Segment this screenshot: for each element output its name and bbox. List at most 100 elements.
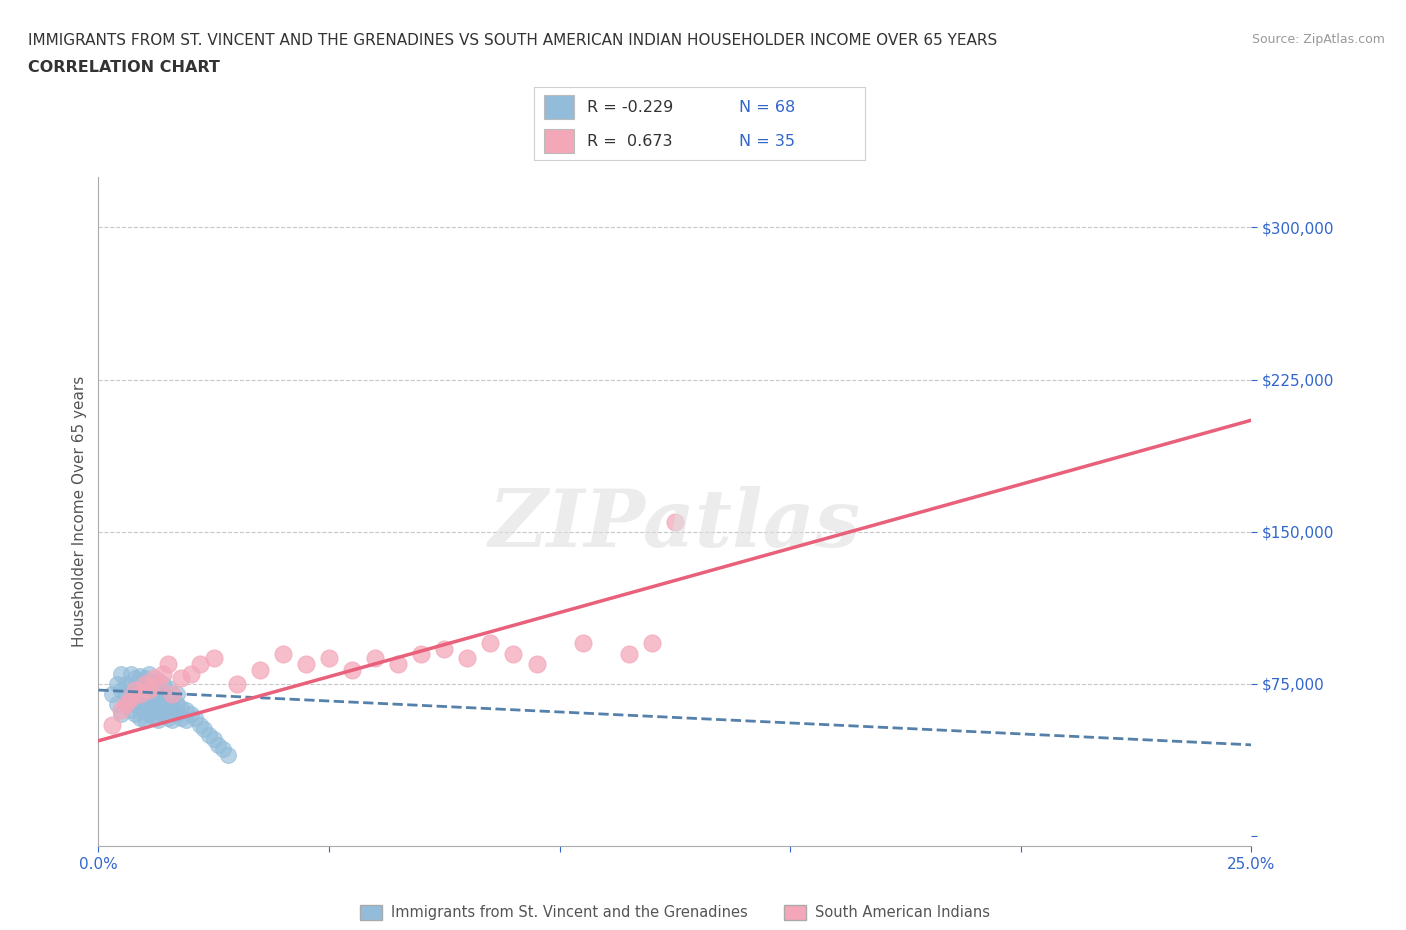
Point — [433, 642, 456, 657]
Point — [340, 662, 363, 677]
Point — [105, 697, 128, 711]
Point — [198, 727, 221, 742]
Point — [134, 713, 156, 728]
Text: ZIPatlas: ZIPatlas — [489, 486, 860, 564]
Point — [120, 691, 142, 706]
Point — [148, 703, 170, 718]
Point — [166, 707, 188, 722]
Point — [142, 681, 165, 696]
Point — [105, 676, 128, 691]
Text: Source: ZipAtlas.com: Source: ZipAtlas.com — [1251, 33, 1385, 46]
Point — [138, 676, 160, 691]
Point — [160, 693, 183, 708]
Point — [202, 650, 225, 665]
Point — [134, 683, 156, 698]
Point — [129, 681, 152, 696]
Point — [271, 646, 294, 661]
Point — [156, 701, 179, 716]
Point — [134, 703, 156, 718]
Point — [152, 667, 174, 682]
Point — [411, 646, 433, 661]
Point — [212, 741, 235, 756]
Point — [110, 667, 132, 682]
Point — [152, 686, 174, 701]
Point — [249, 662, 271, 677]
Point — [295, 657, 318, 671]
Y-axis label: Householder Income Over 65 years: Householder Income Over 65 years — [72, 376, 87, 647]
Point — [142, 711, 165, 726]
Point — [120, 679, 142, 694]
Bar — [544, 129, 574, 153]
Point — [148, 713, 170, 728]
Point — [160, 703, 183, 718]
Point — [526, 657, 548, 671]
Point — [387, 657, 409, 671]
Point — [138, 707, 160, 722]
Point — [148, 676, 170, 691]
Point — [160, 713, 183, 728]
Point — [124, 671, 146, 685]
Point — [170, 671, 193, 685]
Point — [124, 683, 146, 698]
Point — [641, 636, 664, 651]
Point — [101, 717, 124, 732]
Point — [138, 667, 160, 682]
Point — [617, 646, 640, 661]
Point — [110, 703, 132, 718]
Point — [148, 683, 170, 698]
Text: IMMIGRANTS FROM ST. VINCENT AND THE GRENADINES VS SOUTH AMERICAN INDIAN HOUSEHOL: IMMIGRANTS FROM ST. VINCENT AND THE GREN… — [28, 33, 997, 47]
Point — [225, 676, 247, 691]
Point — [120, 691, 142, 706]
Point — [129, 711, 152, 726]
Point — [193, 721, 215, 736]
Point — [166, 686, 188, 701]
Point — [156, 657, 179, 671]
Point — [138, 683, 160, 698]
Point — [142, 691, 165, 706]
Point — [188, 717, 211, 732]
Point — [138, 686, 160, 701]
Point — [142, 671, 165, 685]
Text: CORRELATION CHART: CORRELATION CHART — [28, 60, 219, 75]
Point — [152, 697, 174, 711]
Point — [124, 686, 146, 701]
Point — [180, 667, 202, 682]
Point — [180, 707, 202, 722]
Point — [664, 514, 686, 529]
Text: N = 68: N = 68 — [740, 100, 796, 114]
Point — [124, 697, 146, 711]
Point — [142, 701, 165, 716]
Point — [124, 707, 146, 722]
Point — [207, 737, 229, 752]
Point — [184, 711, 207, 726]
Point — [166, 697, 188, 711]
Point — [129, 701, 152, 716]
Point — [115, 697, 138, 711]
Point — [129, 686, 152, 701]
Point — [202, 731, 225, 746]
Point — [156, 681, 179, 696]
Point — [115, 686, 138, 701]
Point — [174, 703, 197, 718]
Point — [129, 669, 152, 684]
Point — [170, 711, 193, 726]
Point — [160, 686, 183, 701]
Point — [174, 713, 197, 728]
Point — [217, 748, 239, 763]
Point — [129, 691, 152, 706]
Point — [156, 711, 179, 726]
Point — [156, 691, 179, 706]
Point — [318, 650, 340, 665]
Point — [101, 686, 124, 701]
Point — [479, 636, 502, 651]
Legend: Immigrants from St. Vincent and the Grenadines, South American Indians: Immigrants from St. Vincent and the Gren… — [354, 899, 995, 926]
Point — [456, 650, 478, 665]
Point — [134, 693, 156, 708]
Point — [148, 672, 170, 687]
Text: R = -0.229: R = -0.229 — [588, 100, 673, 114]
Point — [120, 703, 142, 718]
Point — [115, 676, 138, 691]
Point — [152, 707, 174, 722]
Point — [138, 697, 160, 711]
Point — [110, 707, 132, 722]
